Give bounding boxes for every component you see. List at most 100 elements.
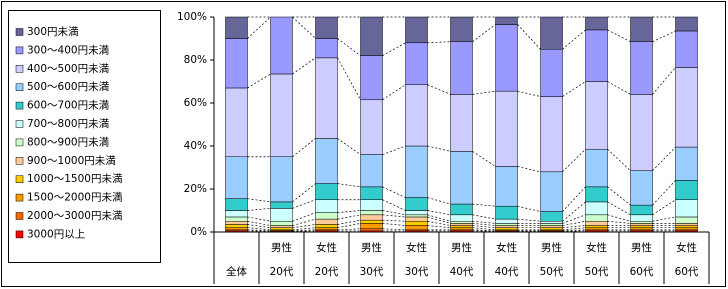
bar-segment — [450, 227, 473, 231]
bar-segment — [675, 146, 698, 181]
bar-segment — [450, 221, 473, 224]
legend-label: 600～700円未満 — [27, 100, 110, 112]
y-tick-label: 20% — [184, 183, 207, 195]
bar-segment — [450, 223, 473, 226]
legend-swatch — [15, 175, 24, 183]
legend-label: 300～400円未満 — [27, 44, 110, 56]
legend-label: 700～800円未満 — [27, 118, 110, 130]
bar-segment — [360, 228, 383, 232]
bar-segment — [495, 90, 518, 167]
connector — [292, 16, 316, 39]
bar-segment — [225, 221, 248, 225]
x-tick-label: 20代 — [315, 266, 339, 278]
bar-segment — [315, 183, 338, 200]
connector — [382, 84, 406, 101]
connector — [607, 29, 631, 43]
y-tick-label: 60% — [184, 97, 207, 109]
x-tick-label: 50代 — [540, 266, 564, 278]
connector — [337, 138, 361, 155]
bar-segment — [675, 223, 698, 226]
bar-segment — [225, 16, 248, 39]
connector — [382, 145, 406, 155]
bar-segment — [360, 16, 383, 56]
bar-segment — [675, 67, 698, 148]
bar-segment — [405, 197, 428, 211]
bar-segment — [360, 210, 383, 216]
connector — [607, 201, 631, 216]
x-group-label: 女性 — [586, 241, 607, 254]
connector — [562, 201, 586, 222]
bar-segment — [495, 24, 518, 92]
x-tick-label: 60代 — [675, 266, 699, 278]
bar-segment — [585, 214, 608, 222]
bar-segment — [540, 227, 563, 231]
bar-segment — [585, 221, 608, 226]
connector — [652, 146, 676, 171]
x-group-label: 男性 — [271, 241, 292, 254]
bar-segment — [315, 138, 338, 184]
connector — [292, 212, 316, 222]
legend-swatch — [15, 28, 24, 36]
bar-segment — [585, 227, 608, 231]
x-group-label: 女性 — [406, 241, 427, 254]
bar-segment — [360, 154, 383, 188]
connector — [292, 138, 316, 158]
bar-segment — [630, 170, 653, 206]
x-group-label: 男性 — [361, 241, 382, 254]
bar-segment — [675, 216, 698, 224]
bar-segment — [630, 227, 653, 231]
legend-label: 3000円以上 — [27, 228, 85, 240]
bar-segment — [630, 223, 653, 226]
x-tick-label: 40代 — [450, 266, 474, 278]
x-tick-label: 60代 — [630, 266, 654, 278]
bar-segment — [405, 145, 428, 198]
bar-segment — [405, 221, 428, 226]
bar-segment — [270, 208, 293, 222]
bar-segment — [540, 171, 563, 212]
bar-segment — [360, 186, 383, 201]
bar-segment — [225, 87, 248, 157]
bar-segment — [315, 218, 338, 225]
legend-label: 300円未満 — [27, 26, 79, 38]
bar-segment — [450, 203, 473, 216]
bar-segment — [405, 214, 428, 218]
legend-swatch — [15, 120, 24, 128]
bar-segment — [405, 84, 428, 147]
bar-segment — [585, 225, 608, 228]
bar-segment — [630, 16, 653, 42]
bar-segment — [270, 201, 293, 209]
bar-segment — [315, 16, 338, 39]
legend-label: 1500～2000円未満 — [27, 192, 123, 204]
x-group-label: 男性 — [451, 241, 472, 254]
x-group-label: 女性 — [676, 241, 697, 254]
bar-segment — [495, 166, 518, 207]
connector — [292, 199, 316, 209]
bar-segment — [450, 151, 473, 205]
bar-segment — [495, 223, 518, 226]
bar-segment — [405, 16, 428, 44]
x-tick-label: 20代 — [270, 266, 294, 278]
x-tick-label: 50代 — [585, 266, 609, 278]
bar-segment — [360, 55, 383, 101]
x-group-label: 女性 — [316, 241, 337, 254]
bar-segment — [630, 221, 653, 224]
connector — [247, 73, 271, 89]
legend-label: 2000～3000円未満 — [27, 210, 123, 222]
bar-segment — [585, 29, 608, 82]
bar-segment — [540, 223, 563, 226]
connector — [562, 214, 586, 224]
connector — [337, 38, 361, 56]
bar-segment — [630, 214, 653, 222]
legend-swatch — [15, 230, 24, 239]
bar-segment — [360, 223, 383, 230]
y-tick-label: 100% — [177, 11, 207, 23]
connector — [517, 24, 541, 50]
bar-segment — [450, 214, 473, 222]
x-tick-label: 全体 — [226, 265, 247, 278]
legend-label: 500～600円未満 — [27, 81, 110, 93]
bar-segment — [450, 225, 473, 228]
bar-segment — [270, 221, 293, 226]
legend-swatch — [15, 193, 24, 202]
bar-segment — [270, 225, 293, 228]
